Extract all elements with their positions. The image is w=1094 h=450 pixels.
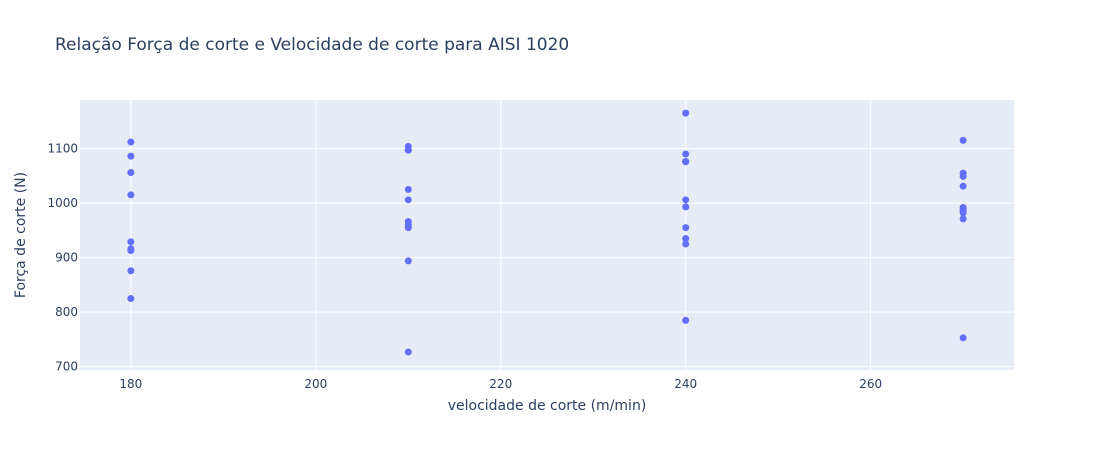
data-point[interactable]	[404, 146, 412, 154]
data-point[interactable]	[127, 152, 135, 160]
data-point[interactable]	[959, 334, 967, 342]
x-tick-label: 180	[119, 377, 142, 391]
data-point[interactable]	[682, 203, 690, 211]
y-axis-title: Força de corte (N)	[13, 172, 29, 298]
chart-title: Relação Força de corte e Velocidade de c…	[55, 35, 569, 55]
data-point[interactable]	[682, 316, 690, 324]
data-point[interactable]	[127, 267, 135, 275]
data-point[interactable]	[959, 209, 967, 217]
data-point[interactable]	[682, 235, 690, 243]
data-point[interactable]	[682, 109, 690, 117]
data-point[interactable]	[959, 182, 967, 190]
y-tick-label: 900	[55, 251, 78, 265]
data-point[interactable]	[404, 224, 412, 232]
data-point[interactable]	[127, 238, 135, 246]
y-tick-label: 800	[55, 305, 78, 319]
data-point[interactable]	[127, 247, 135, 255]
data-point[interactable]	[404, 348, 412, 356]
data-point[interactable]	[404, 196, 412, 204]
y-tick-label: 1000	[47, 196, 78, 210]
x-tick-label: 200	[304, 377, 327, 391]
data-points	[127, 109, 967, 356]
plot-area	[80, 100, 1014, 370]
tick-labels: 180 200 220 240 260 700 800 900 1000 1100	[47, 142, 882, 391]
data-point[interactable]	[404, 185, 412, 193]
data-point[interactable]	[404, 257, 412, 265]
data-point[interactable]	[127, 191, 135, 199]
data-point[interactable]	[682, 224, 690, 232]
data-point[interactable]	[682, 240, 690, 248]
gridlines	[80, 100, 1014, 370]
data-point[interactable]	[682, 158, 690, 166]
y-tick-label: 700	[55, 360, 78, 374]
x-axis-title: velocidade de corte (m/min)	[448, 398, 647, 414]
data-point[interactable]	[127, 138, 135, 146]
data-point[interactable]	[682, 150, 690, 158]
data-point[interactable]	[682, 196, 690, 204]
data-point[interactable]	[127, 295, 135, 303]
x-tick-label: 260	[859, 377, 882, 391]
x-tick-label: 240	[674, 377, 697, 391]
data-point[interactable]	[959, 136, 967, 144]
data-point[interactable]	[959, 172, 967, 180]
data-point[interactable]	[127, 169, 135, 177]
data-point[interactable]	[959, 215, 967, 223]
y-tick-label: 1100	[47, 142, 78, 156]
x-tick-label: 220	[489, 377, 512, 391]
